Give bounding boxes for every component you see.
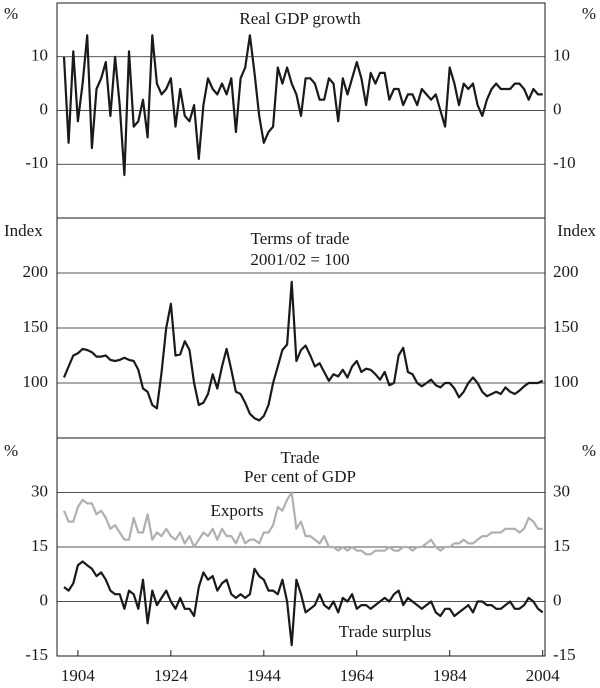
y-tick-label-right: -10 xyxy=(553,153,576,172)
y-tick-label-right: 0 xyxy=(553,99,562,118)
y-unit-right: Index xyxy=(557,221,596,240)
x-tick-label: 1904 xyxy=(61,666,96,685)
y-unit-left: % xyxy=(4,4,18,23)
y-unit-right: % xyxy=(582,441,596,460)
x-tick-label: 1984 xyxy=(433,666,468,685)
y-tick-label-right: 30 xyxy=(553,481,570,500)
y-unit-left: Index xyxy=(4,221,43,240)
y-tick-label-right: 15 xyxy=(553,536,570,555)
y-tick-label-right: -15 xyxy=(553,645,576,664)
x-tick-label: 1924 xyxy=(154,666,189,685)
y-tick-label-left: -10 xyxy=(25,153,48,172)
series-line xyxy=(62,280,544,422)
y-tick-label-right: 100 xyxy=(553,372,579,391)
panel-title: Real GDP growth xyxy=(239,9,361,28)
y-tick-label-right: 10 xyxy=(553,46,570,65)
y-tick-label-left: 150 xyxy=(23,317,49,336)
y-tick-label-left: 0 xyxy=(40,590,49,609)
y-tick-label-left: 200 xyxy=(23,262,49,281)
x-tick-label: 2004 xyxy=(526,666,561,685)
series-label: Trade surplus xyxy=(339,622,431,641)
panel-title: Trade xyxy=(280,448,319,467)
series-label: Exports xyxy=(211,501,264,520)
y-tick-label-right: 200 xyxy=(553,262,579,281)
y-unit-left: % xyxy=(4,441,18,460)
series-line xyxy=(62,491,543,556)
series-line xyxy=(63,560,544,647)
y-tick-label-right: 150 xyxy=(553,317,579,336)
y-tick-label-left: 30 xyxy=(31,481,48,500)
y-tick-label-left: 100 xyxy=(23,372,49,391)
y-tick-label-left: 10 xyxy=(31,46,48,65)
y-tick-label-right: 0 xyxy=(553,590,562,609)
series-line xyxy=(62,34,543,177)
panel-subtitle: Per cent of GDP xyxy=(244,467,356,486)
y-unit-right: % xyxy=(582,4,596,23)
y-tick-label-left: 15 xyxy=(31,536,48,555)
x-tick-label: 1964 xyxy=(340,666,375,685)
y-tick-label-left: 0 xyxy=(40,99,49,118)
x-tick-label: 1944 xyxy=(247,666,282,685)
y-tick-label-left: -15 xyxy=(25,645,48,664)
panel-subtitle: 2001/02 = 100 xyxy=(250,250,349,269)
panel-title: Terms of trade xyxy=(251,229,350,248)
